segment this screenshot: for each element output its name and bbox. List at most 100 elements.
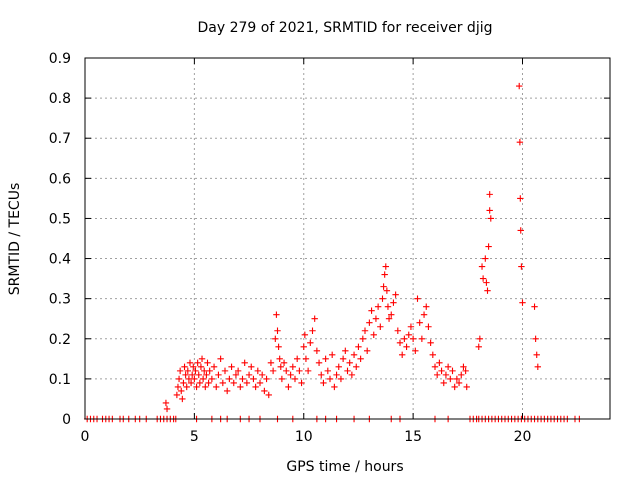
data-point [357,355,364,363]
x-tick-label: 20 [514,429,532,445]
data-point [516,139,524,146]
y-axis-label: SRMTID / TECUs [7,183,23,296]
data-point [409,335,417,342]
data-point [534,363,542,371]
x-tick-label: 0 [81,429,90,445]
data-point [275,343,282,350]
data-point [328,351,336,359]
data-point [213,383,220,391]
data-point [285,383,292,391]
y-tick-label: 0.7 [49,131,71,147]
data-point [223,387,231,395]
data-point [517,195,524,202]
data-point [382,263,389,270]
data-point [451,383,458,391]
data-point [453,375,461,383]
data-point [444,363,452,371]
data-point [518,263,525,270]
data-point [163,405,171,413]
data-point [392,291,399,298]
data-point [405,331,412,338]
data-point [234,367,242,375]
y-tick-label: 0.4 [49,252,71,268]
data-point [429,351,437,359]
data-point [245,371,253,379]
data-point [309,327,316,334]
data-point [337,375,345,383]
data-point [479,275,487,282]
data-point [230,379,237,387]
y-tick-label: 0.2 [49,332,71,348]
y-tick-label: 0.9 [49,51,71,67]
data-point [174,383,182,391]
data-point [427,339,434,346]
data-point [221,367,229,375]
data-point [198,355,206,363]
data-point [475,343,482,350]
data-point [326,375,334,383]
data-point [258,371,266,379]
data-point [516,82,523,90]
data-point [293,355,301,363]
data-point [252,383,259,391]
data-point [250,375,257,383]
data-point [193,383,200,391]
data-point [531,303,538,310]
x-tick-label: 10 [295,429,313,445]
data-point [276,355,283,363]
data-point [342,347,349,355]
data-point [280,359,288,367]
data-point [483,279,490,286]
data-point [237,383,244,391]
data-point [396,339,404,346]
data-point [418,335,426,342]
data-point [322,355,329,363]
data-point [425,323,432,330]
data-point [180,379,187,387]
data-point [202,383,209,391]
data-point [368,307,375,314]
data-point [484,287,491,294]
y-tick-labels: 0 0.1 0.2 0.3 0.4 0.5 0.6 0.7 0.8 0.9 [49,51,71,428]
data-point [460,363,467,371]
data-point [274,327,281,334]
data-point [449,367,456,375]
data-point [353,363,360,371]
data-point [436,359,443,367]
data-point [485,243,492,250]
data-point [463,383,470,391]
data-point [273,311,280,318]
data-point [394,327,402,334]
data-point [243,379,251,387]
data-point [194,359,201,367]
x-tick-label: 5 [190,429,199,445]
data-point [184,367,192,375]
x-tick-label: 15 [404,429,422,445]
data-point [188,371,196,379]
data-point [283,367,290,375]
data-point [176,367,184,375]
data-point [263,375,270,383]
data-point [401,335,408,342]
data-point [291,375,299,383]
x-axis-label: GPS time / hours [286,459,403,475]
data-point [379,295,386,302]
data-point [366,319,373,326]
plot-frame [84,57,611,420]
y-tick-label: 0.6 [49,171,71,187]
data-point [300,343,307,350]
data-point [232,371,240,379]
data-point [206,367,213,375]
data-point [254,367,262,375]
data-point [486,191,493,198]
data-point [175,375,183,383]
data-point [331,383,338,391]
data-point [363,347,371,355]
data-point [208,375,216,383]
data-point [277,363,284,371]
ticks [84,57,610,420]
data-point [205,379,212,387]
data-point [197,363,205,371]
data-point [318,371,325,379]
